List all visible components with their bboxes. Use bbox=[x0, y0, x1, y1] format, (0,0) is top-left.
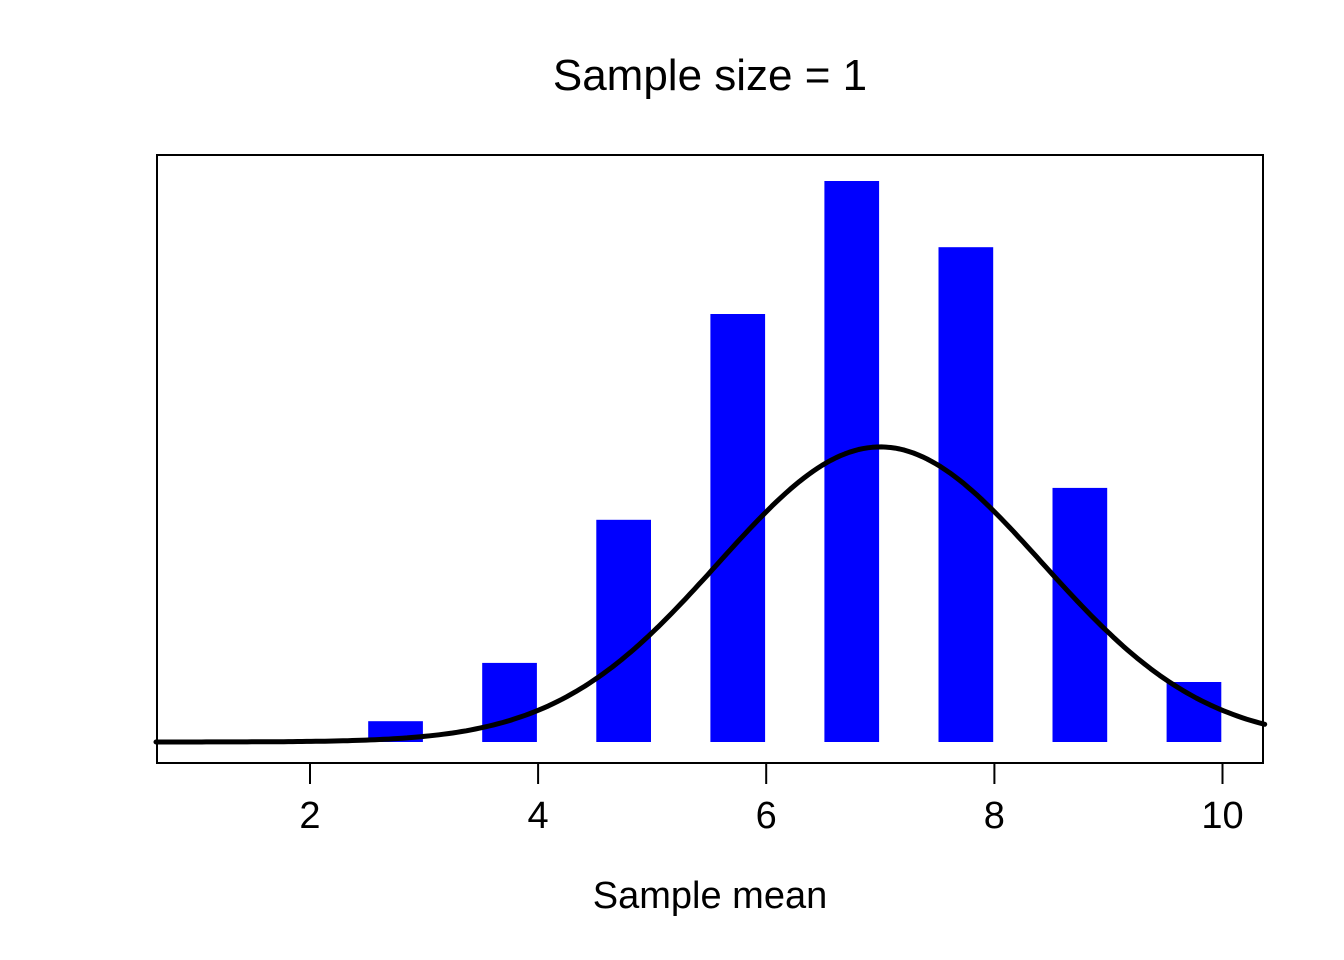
histogram-bar bbox=[938, 247, 994, 742]
x-tick-label: 6 bbox=[755, 795, 777, 837]
histogram-bar bbox=[1052, 487, 1108, 742]
x-axis-label: Sample mean bbox=[592, 875, 828, 917]
histogram-bar bbox=[482, 662, 537, 742]
histogram-bar bbox=[596, 519, 651, 742]
histogram-bar bbox=[1166, 682, 1222, 742]
plot-box-frame bbox=[156, 154, 1264, 764]
x-tick-label: 8 bbox=[983, 795, 1005, 837]
x-axis-ticks bbox=[309, 764, 1224, 784]
x-tick-label: 4 bbox=[527, 795, 549, 837]
plot-title: Sample size = 1 bbox=[552, 51, 868, 100]
histogram-bars bbox=[368, 181, 1222, 742]
histogram-bar bbox=[710, 314, 766, 742]
x-tick-label: 10 bbox=[1201, 795, 1244, 837]
x-tick-label: 2 bbox=[299, 795, 321, 837]
normal-density-curve bbox=[153, 444, 1268, 745]
